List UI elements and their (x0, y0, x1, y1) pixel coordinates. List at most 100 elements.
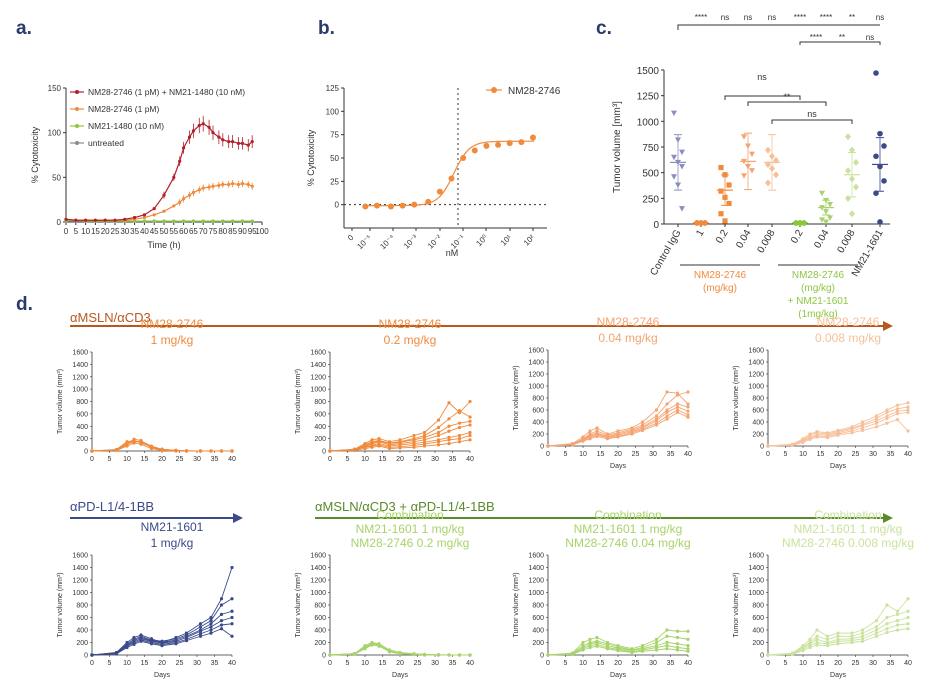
chart-b-ytick-label: 100 (326, 107, 340, 116)
chart-a-xtick-label: 10 (81, 227, 90, 236)
chart-b-point (495, 141, 502, 148)
chart-d-point (675, 393, 680, 397)
chart-d-point (825, 637, 830, 641)
chart-c-point (718, 188, 724, 194)
chart-d-point (546, 444, 550, 448)
chart-d-xtick-label: 0 (766, 660, 770, 667)
chart-a-point (250, 140, 254, 144)
chart-d-xtick-label: 25 (414, 660, 422, 667)
chart-d-xtick-label: 30 (431, 660, 439, 667)
chart-d-ytick-label: 1200 (310, 578, 326, 585)
chart-d-point (387, 649, 392, 653)
chart-d-point (370, 642, 374, 646)
chart-b-ytick-label: 25 (330, 177, 339, 186)
chart-d-point (850, 631, 854, 635)
chart-d-xtick-label: 20 (158, 660, 166, 667)
chart-d-point (874, 628, 879, 632)
chart-d-point (447, 417, 451, 421)
chart-a-xtick-label: 100 (255, 227, 269, 236)
chart-d-point (675, 635, 680, 640)
chart-d-point (665, 628, 669, 632)
chart-d-point (801, 440, 805, 444)
chart-d-xtick-label: 35 (449, 456, 457, 463)
chart-d-point (808, 645, 812, 650)
chart-c-sig-label-1: ns (757, 72, 767, 82)
chart-d-point (398, 651, 402, 656)
chart-a-point (113, 218, 117, 222)
chart-d-ytick-label: 1200 (748, 578, 764, 585)
chart-d-xtick-label: 30 (193, 660, 201, 667)
chart-d-point (412, 652, 416, 656)
chart-a-point (246, 143, 250, 147)
chart-c-ylabel: Tumor volume [mm³] (612, 101, 623, 193)
chart-d-ytick-label: 200 (752, 432, 764, 439)
chart-d-xtick-label: 10 (799, 451, 807, 458)
chart-d-point (447, 435, 451, 439)
chart-b-xtick-label: 10² (522, 233, 537, 248)
chart-d-ytick-label: 200 (76, 436, 88, 443)
chart-c-point (873, 190, 879, 196)
chart-d-xtick-label: 35 (887, 451, 895, 458)
chart-c-point (741, 134, 747, 140)
chart-d-point (906, 405, 910, 409)
chart-c-point (718, 211, 724, 217)
chart-d-ytick-label: 400 (752, 420, 764, 427)
chart-a-legend-label: NM28-2746 (1 pM) + NM21-1480 (10 nM) (88, 87, 245, 97)
chart-d-point (860, 420, 865, 424)
chart-c-xtick-label: Control IgG (649, 228, 684, 278)
chart-d-point (581, 648, 585, 652)
chart-d-point (209, 628, 213, 632)
chart-d-point (860, 426, 865, 430)
chart-d-xtick-label: 25 (852, 660, 860, 667)
chart-a-xtick-label: 60 (179, 227, 188, 236)
chart-a-xtick-label: 45 (150, 227, 159, 236)
chart-a-ylabel: % Cytotoxicity (30, 126, 40, 183)
chart-d-ytick-label: 200 (532, 640, 544, 647)
chart-d-point (665, 410, 669, 414)
chart-d-point (654, 648, 659, 652)
chart-b-ytick-label: 0 (335, 201, 340, 210)
chart-a-xtick-label: 5 (74, 227, 79, 236)
chart-a-point (191, 219, 195, 223)
chart-d-point (230, 609, 234, 613)
chart-d-ytick-label: 600 (314, 615, 326, 622)
chart-d-ytick-label: 200 (532, 432, 544, 439)
chart-d-xtick-label: 30 (649, 660, 657, 667)
chart-d-point (230, 565, 234, 570)
chart-d-point (815, 637, 819, 641)
chart-d-panel: 0 200 400 600 800 1000 1200 1400 1600 0 5 10 15 20 25 3… (513, 315, 692, 470)
chart-d-point (895, 412, 900, 416)
chart-c-sig-top-label: ns (721, 13, 729, 22)
chart-c-point (877, 130, 883, 137)
chart-d-point (160, 447, 164, 452)
chart-d-point (860, 634, 865, 638)
chart-d-ytick-label: 400 (752, 628, 764, 635)
chart-d-ytick-label: 1400 (72, 362, 88, 369)
chart-d-point (174, 448, 178, 452)
chart-c-ytick-label: 1500 (637, 66, 660, 77)
chart-d-point (790, 443, 795, 447)
chart-a-point (197, 188, 201, 192)
chart-d-point (906, 408, 910, 412)
chart-d-point (885, 622, 889, 626)
chart-d-point (149, 444, 154, 448)
chart-d-xtick-label: 20 (396, 660, 404, 667)
chart-d-point (686, 390, 690, 394)
chart-c-point (849, 210, 855, 218)
chart-d-point (874, 634, 879, 638)
chart-d-xtick-label: 25 (176, 660, 184, 667)
chart-d-xtick-label: 5 (346, 660, 350, 667)
chart-a-xtick-label: 95 (248, 227, 257, 236)
chart-c-sig-row2-label: **** (810, 33, 822, 42)
chart-d-xtick-label: 10 (123, 456, 131, 463)
chart-d-ytick-label: 1200 (310, 374, 326, 381)
chart-d-xtick-label: 35 (449, 660, 457, 667)
chart-d-point (874, 631, 879, 635)
chart-a-series-line (66, 219, 253, 222)
chart-c-point (823, 219, 829, 225)
chart-d-point (588, 429, 592, 433)
chart-a-point (240, 141, 244, 145)
chart-d-ytick-label: 600 (532, 615, 544, 622)
chart-a-ytick-label: 0 (57, 218, 62, 227)
